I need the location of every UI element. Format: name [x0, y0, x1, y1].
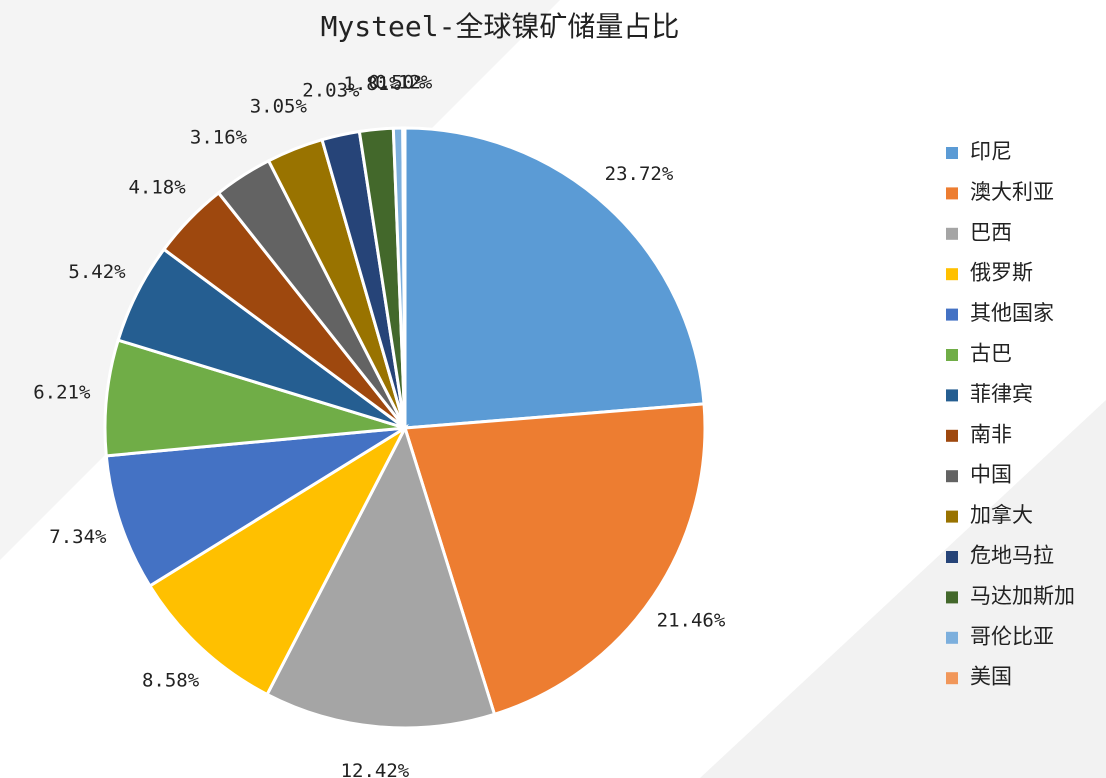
data-label: 0.12% [375, 72, 433, 94]
data-label: 0.50% [368, 72, 426, 94]
data-label: 1.81% [343, 73, 401, 95]
data-label: 21.46% [657, 610, 726, 632]
legend-swatch [946, 268, 958, 281]
data-label: 4.18% [128, 177, 186, 199]
data-label: 2.03% [302, 80, 360, 102]
legend-swatch [946, 470, 958, 483]
legend-label: 古巴 [970, 342, 1012, 366]
pie-slice [104, 426, 406, 588]
legend-label: 美国 [970, 665, 1012, 689]
legend-swatch [946, 510, 958, 523]
data-label: 3.16% [190, 126, 248, 148]
legend-swatch [946, 349, 958, 361]
data-label: 8.58% [142, 670, 200, 692]
legend-swatch [946, 308, 958, 321]
legend-swatch [946, 389, 958, 402]
legend-swatch [946, 227, 958, 240]
legend-label: 印尼 [970, 140, 1012, 164]
legend-swatch [946, 631, 958, 644]
legend-swatch [946, 551, 958, 563]
legend-swatch [946, 672, 958, 685]
legend-swatch [946, 187, 958, 200]
data-label: 7.34% [49, 526, 107, 548]
data-label: 5.42% [68, 261, 126, 283]
legend-swatch [946, 147, 958, 159]
background-shape [700, 400, 1106, 778]
legend-swatch [946, 591, 958, 604]
pie-slice [147, 423, 409, 697]
data-label: 6.21% [33, 381, 91, 403]
legend-label: 哥伦比亚 [970, 624, 1054, 648]
legend-label: 危地马拉 [970, 544, 1054, 568]
legend-label: 马达加斯加 [970, 584, 1075, 608]
data-label: 12.42% [341, 760, 410, 778]
pie-slice [103, 338, 406, 458]
data-label: 23.72% [605, 163, 674, 185]
pie-slice [265, 424, 497, 730]
legend-label: 澳大利亚 [970, 180, 1054, 204]
legend-label: 中国 [970, 463, 1012, 487]
legend-label: 加拿大 [970, 503, 1033, 527]
legend-label: 俄罗斯 [970, 261, 1033, 285]
legend-label: 南非 [970, 422, 1012, 446]
legend-label: 其他国家 [970, 301, 1054, 325]
chart-title: Mysteel-全球镍矿储量占比 [321, 10, 680, 43]
legend-label: 菲律宾 [970, 382, 1033, 406]
pie-slice [403, 126, 706, 430]
pie-slice [401, 126, 407, 429]
legend-label: 巴西 [970, 220, 1012, 244]
legend-swatch [946, 429, 958, 442]
data-label: 3.05% [250, 96, 308, 118]
pie-slice [403, 402, 707, 717]
